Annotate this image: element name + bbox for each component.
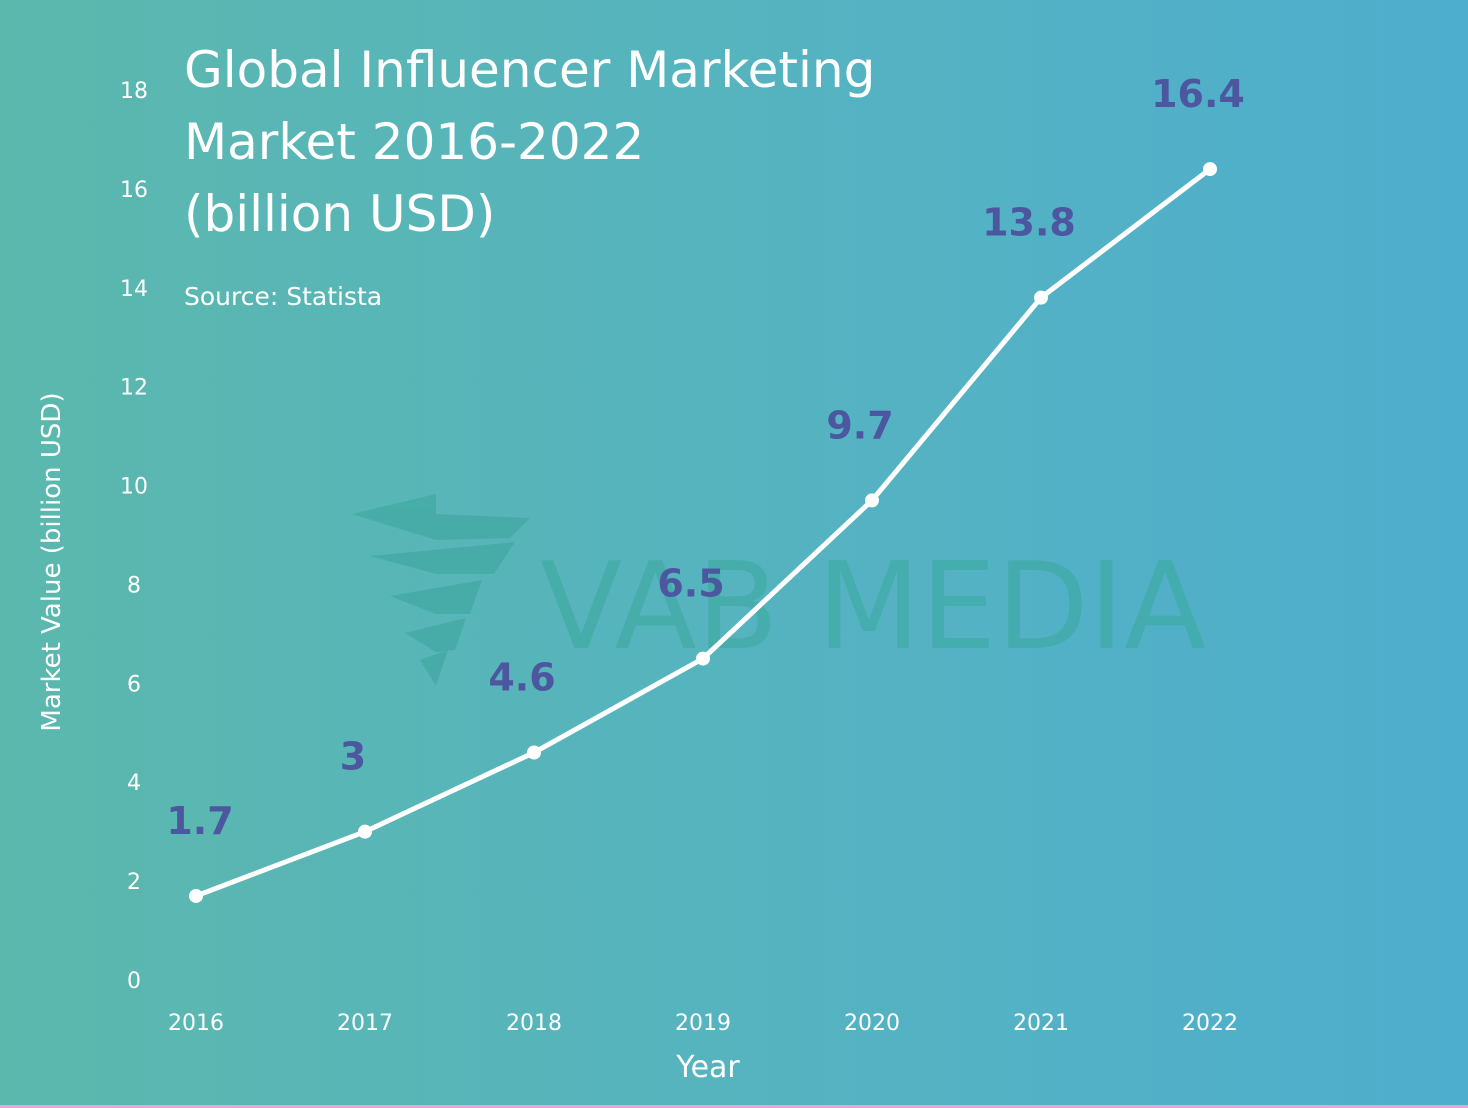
y-tick-label: 6 — [127, 672, 141, 697]
x-tick-label: 2021 — [1013, 1011, 1069, 1036]
data-label: 1.7 — [166, 799, 233, 843]
x-tick-label: 2022 — [1182, 1011, 1238, 1036]
y-tick-label: 16 — [120, 178, 148, 203]
watermark-logo: VAB MEDIA — [352, 494, 1206, 686]
data-points — [189, 162, 1217, 903]
y-tick-label: 14 — [120, 277, 148, 302]
source-note: Source: Statista — [184, 282, 383, 311]
x-tick-label: 2016 — [168, 1011, 224, 1036]
y-tick-label: 2 — [127, 870, 141, 895]
bottom-border — [0, 1105, 1468, 1108]
data-point — [1203, 162, 1217, 177]
watermark-text: VAB MEDIA — [540, 538, 1206, 677]
data-point — [696, 651, 710, 666]
y-tick-label: 12 — [120, 376, 148, 401]
y-tick-label: 10 — [120, 475, 148, 500]
data-labels: 1.7 3 4.6 6.5 9.7 13.8 16.4 — [166, 72, 1245, 843]
data-label: 6.5 — [657, 562, 724, 606]
data-label: 3 — [340, 735, 366, 779]
y-axis-title: Market Value (billion USD) — [37, 392, 67, 732]
data-point — [527, 745, 541, 760]
x-tick-label: 2017 — [337, 1011, 393, 1036]
y-axis-ticks: 0 2 4 6 8 10 12 14 16 18 — [120, 79, 148, 994]
chart-title-line-2: Market 2016-2022 — [184, 113, 645, 171]
data-point — [865, 493, 879, 508]
data-label: 9.7 — [826, 403, 893, 447]
x-tick-label: 2018 — [506, 1011, 562, 1036]
chart-title-line-1: Global Influencer Marketing — [184, 41, 876, 99]
data-point — [358, 824, 372, 839]
y-tick-label: 0 — [127, 969, 141, 994]
x-axis-title: Year — [676, 1050, 740, 1085]
data-label: 13.8 — [982, 201, 1076, 245]
chart-title: Global Influencer Marketing Market 2016-… — [184, 34, 1084, 250]
y-tick-label: 8 — [127, 573, 141, 598]
x-axis-ticks: 2016 2017 2018 2019 2020 2021 2022 — [168, 1011, 1238, 1036]
data-label: 16.4 — [1151, 72, 1245, 116]
chart-title-line-3: (billion USD) — [184, 185, 496, 243]
x-tick-label: 2020 — [844, 1011, 900, 1036]
data-label: 4.6 — [488, 656, 555, 700]
y-tick-label: 18 — [120, 79, 148, 104]
data-point — [189, 888, 203, 903]
y-tick-label: 4 — [127, 771, 141, 796]
data-point — [1034, 290, 1048, 305]
series-line — [193, 166, 1213, 899]
x-tick-label: 2019 — [675, 1011, 731, 1036]
